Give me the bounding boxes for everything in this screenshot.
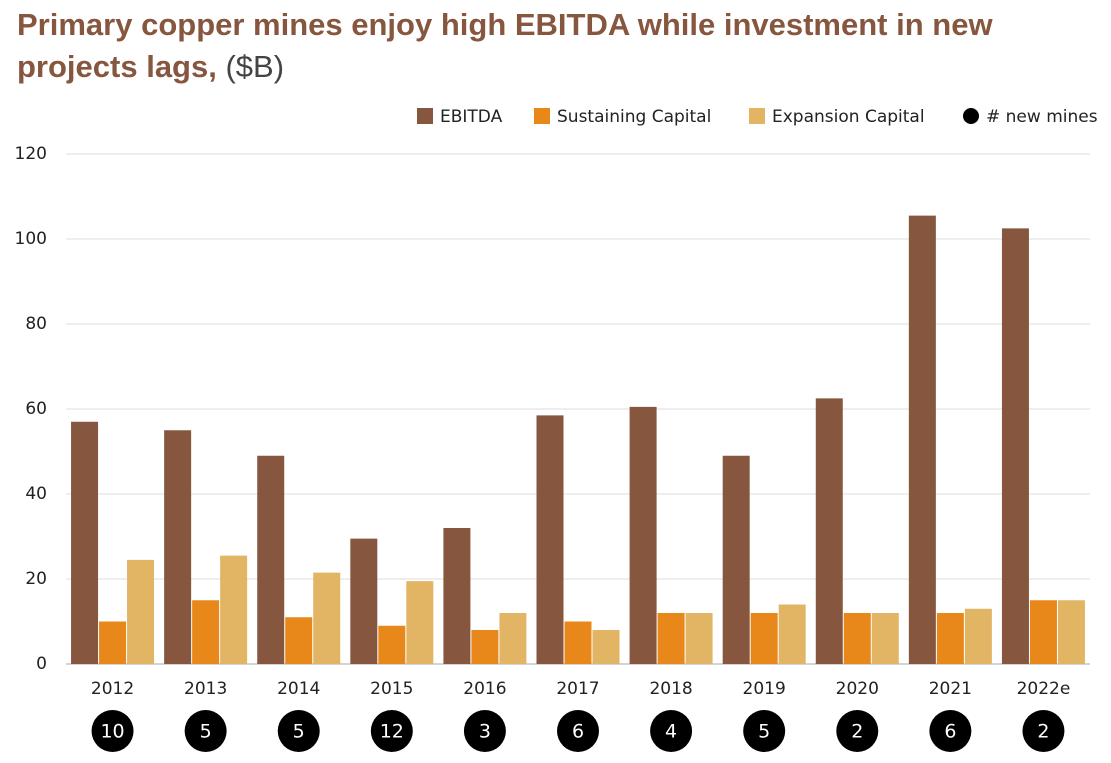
bar bbox=[471, 630, 499, 664]
bar bbox=[378, 625, 406, 664]
chart-title: Primary copper mines enjoy high EBITDA w… bbox=[17, 7, 993, 84]
mines-label: 3 bbox=[479, 721, 491, 743]
bar bbox=[99, 621, 127, 664]
x-tick-label: 2014 bbox=[277, 679, 320, 699]
bar bbox=[564, 621, 592, 664]
bar bbox=[592, 630, 620, 664]
legend-swatch bbox=[749, 108, 765, 124]
bar bbox=[164, 430, 192, 664]
bar bbox=[964, 608, 992, 664]
chart-unit: ($B) bbox=[225, 49, 285, 84]
mines-marker bbox=[929, 710, 972, 752]
title-block: Primary copper mines enjoy high EBITDA w… bbox=[17, 4, 1107, 88]
bar bbox=[657, 613, 685, 664]
mines-label: 5 bbox=[293, 721, 305, 743]
x-tick-label: 2021 bbox=[929, 679, 972, 699]
bar bbox=[71, 421, 99, 664]
bar bbox=[499, 613, 527, 664]
bar bbox=[871, 613, 899, 664]
x-tick-label: 2019 bbox=[743, 679, 786, 699]
y-tick-label: 0 bbox=[36, 654, 47, 674]
mines-marker bbox=[1022, 710, 1065, 752]
mines-label: 5 bbox=[200, 721, 212, 743]
y-tick-label: 40 bbox=[25, 484, 47, 504]
mines-label: 10 bbox=[100, 721, 124, 743]
mines-label: 5 bbox=[758, 721, 770, 743]
mines-label: 2 bbox=[851, 721, 863, 743]
mines-marker bbox=[836, 710, 879, 752]
bar bbox=[127, 559, 155, 664]
x-tick-label: 2018 bbox=[649, 679, 692, 699]
bar bbox=[257, 455, 285, 664]
mines-marker bbox=[184, 710, 227, 752]
bar bbox=[1001, 228, 1029, 664]
bar bbox=[778, 604, 806, 664]
mines-marker bbox=[743, 710, 786, 752]
bar bbox=[722, 455, 750, 664]
bar bbox=[843, 613, 871, 664]
mines-label: 12 bbox=[380, 721, 404, 743]
mines-marker bbox=[277, 710, 320, 752]
bar bbox=[685, 613, 713, 664]
bar bbox=[406, 581, 434, 664]
x-tick-label: 2020 bbox=[836, 679, 879, 699]
bar bbox=[313, 572, 341, 664]
bar bbox=[220, 555, 248, 664]
x-tick-label: 2013 bbox=[184, 679, 227, 699]
mines-label: 2 bbox=[1037, 721, 1049, 743]
mines-marker bbox=[650, 710, 693, 752]
x-tick-label: 2022e bbox=[1017, 679, 1071, 699]
y-tick-label: 20 bbox=[25, 569, 47, 589]
legend-swatch bbox=[963, 108, 979, 124]
bar bbox=[192, 600, 220, 664]
legend-label: Sustaining Capital bbox=[557, 107, 711, 127]
bar bbox=[629, 406, 657, 664]
legend-label: # new mines bbox=[986, 107, 1098, 127]
x-tick-label: 2016 bbox=[463, 679, 506, 699]
legend-label: Expansion Capital bbox=[772, 107, 925, 127]
bar bbox=[1057, 600, 1085, 664]
legend-swatch bbox=[534, 108, 550, 124]
x-tick-label: 2017 bbox=[556, 679, 599, 699]
bar bbox=[936, 613, 964, 664]
y-tick-label: 80 bbox=[25, 314, 47, 334]
mines-label: 6 bbox=[572, 721, 584, 743]
mines-marker bbox=[463, 710, 506, 752]
x-tick-label: 2012 bbox=[91, 679, 134, 699]
bar bbox=[1029, 600, 1057, 664]
mines-label: 6 bbox=[944, 721, 956, 743]
mines-marker bbox=[557, 710, 599, 752]
bar bbox=[750, 613, 778, 664]
legend-swatch bbox=[417, 108, 433, 124]
bar bbox=[908, 215, 936, 664]
bar bbox=[443, 528, 471, 664]
y-tick-label: 120 bbox=[15, 144, 47, 164]
bar bbox=[815, 398, 843, 664]
bar bbox=[350, 538, 378, 664]
y-tick-label: 60 bbox=[25, 399, 47, 419]
mines-marker bbox=[370, 710, 413, 752]
mines-label: 4 bbox=[665, 721, 677, 743]
bar bbox=[536, 415, 564, 664]
x-tick-label: 2015 bbox=[370, 679, 413, 699]
bar bbox=[285, 617, 313, 664]
legend-label: EBITDA bbox=[440, 107, 503, 127]
mines-marker bbox=[91, 710, 134, 752]
y-tick-label: 100 bbox=[15, 229, 47, 249]
